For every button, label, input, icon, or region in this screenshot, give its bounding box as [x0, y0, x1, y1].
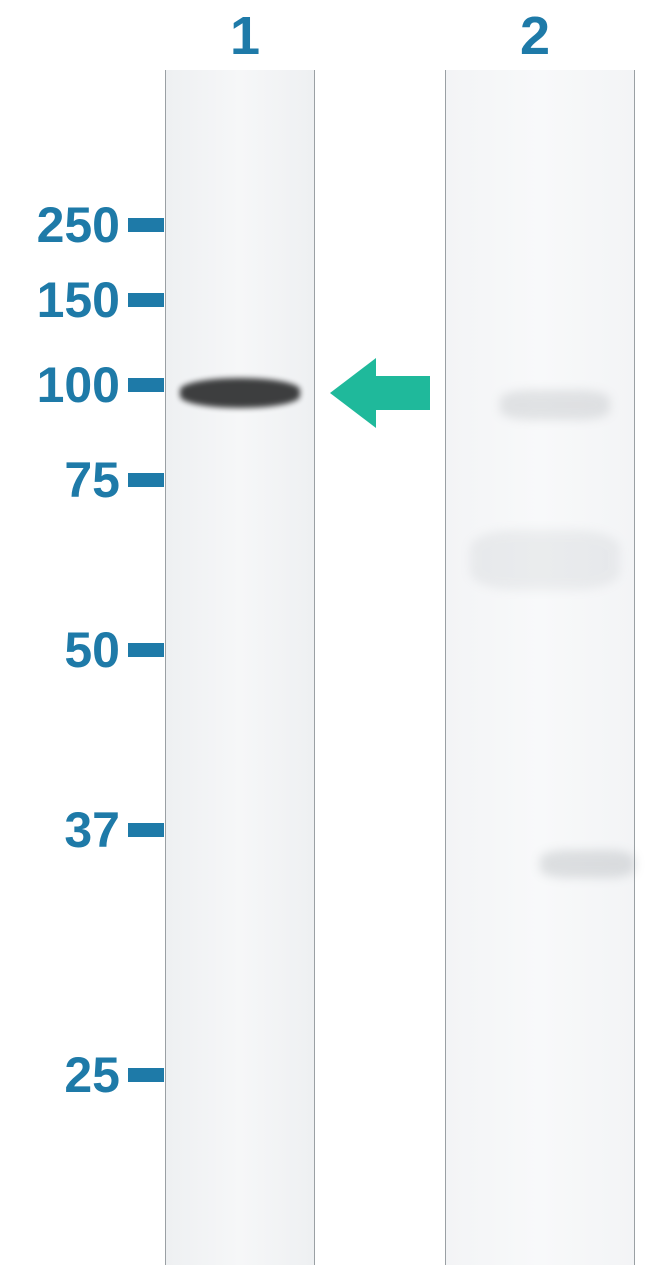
arrow-head — [330, 358, 376, 428]
lane1-primary-band — [180, 378, 300, 408]
lane-1 — [165, 70, 315, 1265]
marker-label-75: 75 — [10, 451, 120, 509]
marker-tick-50 — [128, 643, 164, 657]
marker-tick-150 — [128, 293, 164, 307]
lane-1-header: 1 — [230, 5, 260, 67]
western-blot-figure: 1 2 250 150 100 75 50 37 25 — [0, 0, 650, 1270]
marker-label-150: 150 — [10, 271, 120, 329]
marker-label-100: 100 — [10, 356, 120, 414]
lane2-faint-band-b — [470, 530, 620, 590]
marker-tick-25 — [128, 1068, 164, 1082]
marker-label-37: 37 — [10, 801, 120, 859]
lane2-faint-band-c — [540, 850, 635, 878]
marker-label-50: 50 — [10, 621, 120, 679]
lane-2 — [445, 70, 635, 1265]
lane2-faint-band-a — [500, 390, 610, 420]
lane-2-header: 2 — [520, 5, 550, 67]
arrow-shaft — [374, 376, 430, 410]
marker-tick-37 — [128, 823, 164, 837]
marker-tick-75 — [128, 473, 164, 487]
marker-tick-100 — [128, 378, 164, 392]
marker-tick-250 — [128, 218, 164, 232]
marker-label-250: 250 — [10, 196, 120, 254]
marker-label-25: 25 — [10, 1046, 120, 1104]
